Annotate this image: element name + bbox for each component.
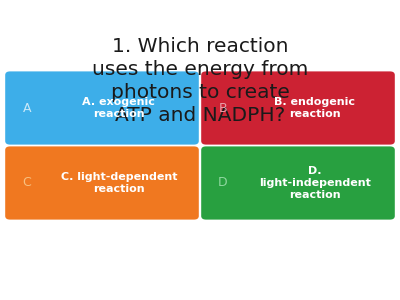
Text: D: D: [218, 176, 228, 190]
FancyBboxPatch shape: [5, 146, 199, 220]
Text: C: C: [22, 176, 31, 190]
Text: C. light-dependent
reaction: C. light-dependent reaction: [60, 172, 177, 194]
Text: 1. Which reaction
uses the energy from
photons to create
ATP and NADPH?: 1. Which reaction uses the energy from p…: [92, 38, 308, 124]
Text: A: A: [22, 101, 31, 115]
FancyBboxPatch shape: [5, 71, 199, 145]
FancyBboxPatch shape: [201, 71, 395, 145]
Text: D.
light-independent
reaction: D. light-independent reaction: [259, 166, 371, 200]
Text: B: B: [218, 101, 227, 115]
Text: A. exogenic
reaction: A. exogenic reaction: [82, 97, 155, 119]
Text: B. endogenic
reaction: B. endogenic reaction: [274, 97, 355, 119]
FancyBboxPatch shape: [201, 146, 395, 220]
